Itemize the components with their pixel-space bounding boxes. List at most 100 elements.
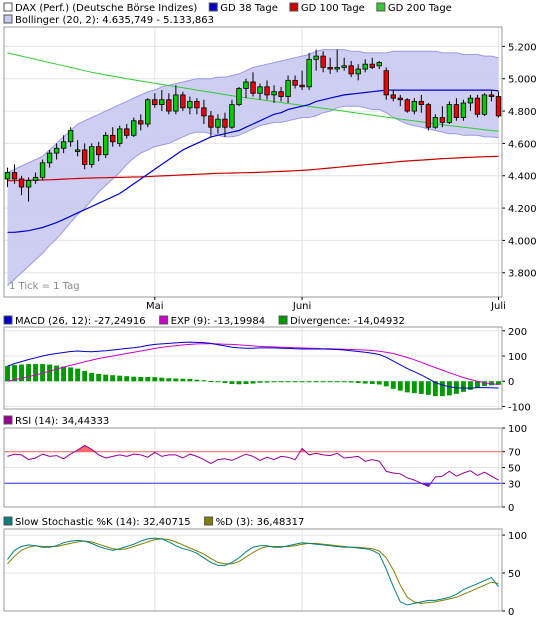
divergence-bar (12, 365, 17, 382)
candle-body (439, 117, 446, 123)
candle-body (278, 91, 284, 97)
divergence-bar (257, 381, 263, 383)
macd-legend-label: Divergence: -14,04932 (290, 316, 405, 327)
divergence-bar (250, 381, 256, 384)
candle-body (67, 130, 74, 143)
candle-body (124, 128, 130, 136)
divergence-bar (138, 376, 144, 382)
tick-note: 1 Tick = 1 Tag (9, 281, 80, 292)
candle-body (145, 99, 151, 125)
candle-body (110, 134, 116, 143)
stoch-legend-label: %D (3): 36,48317 (216, 517, 305, 528)
candle-body (264, 86, 270, 96)
divergence-bar (236, 381, 242, 385)
price-legend-label: GD 200 Tage (388, 3, 452, 14)
candle-body (39, 162, 46, 178)
divergence-bar (68, 367, 74, 382)
candle-body (152, 99, 158, 106)
candle-body (411, 100, 418, 112)
divergence-bar (306, 381, 312, 383)
rsi-ytick-label: 30 (508, 479, 521, 490)
divergence-bar (201, 380, 207, 382)
rsi-overbought-fill (74, 445, 95, 452)
candle-body (313, 55, 319, 60)
divergence-bar (194, 379, 200, 382)
rsi-ytick-label: 70 (508, 448, 521, 459)
divergence-bar (173, 378, 179, 382)
divergence-bar (439, 381, 445, 397)
candle-body (460, 102, 467, 118)
divergence-bar (383, 381, 389, 387)
price-ytick-label: 4.000 (508, 236, 537, 247)
rsi-border (3, 427, 503, 508)
candle-body (215, 118, 221, 128)
candle-body (495, 96, 502, 117)
stoch-legend-label: Slow Stochastic %K (14): 32,40715 (15, 517, 191, 528)
bollinger-upper-line (7, 49, 499, 173)
gd200-line (7, 52, 499, 132)
candle-body (60, 141, 67, 149)
macd-legend-swatch (159, 315, 169, 325)
candle-body (404, 99, 410, 112)
candle-body (355, 68, 361, 75)
price-legend-swatch (3, 2, 13, 12)
price-ytick-label: 5.200 (508, 42, 537, 53)
divergence-bar (278, 381, 284, 383)
candle-body (117, 128, 123, 144)
divergence-bar (222, 381, 228, 384)
divergence-bar (124, 376, 130, 382)
price-ytick-label: 4.400 (508, 172, 537, 183)
candle-body (390, 94, 396, 99)
divergence-bar (334, 381, 340, 383)
divergence-bar (285, 381, 291, 383)
price-xtick-label: Juli (490, 301, 506, 312)
candle-body (320, 55, 326, 68)
macd-legend-swatch (278, 315, 288, 325)
divergence-bar (482, 381, 487, 387)
divergence-bar (489, 381, 494, 386)
divergence-bar (229, 381, 235, 385)
divergence-bar (446, 381, 452, 396)
divergence-bar (320, 381, 326, 383)
divergence-bar (348, 381, 354, 383)
divergence-bar (467, 381, 473, 390)
divergence-bar (145, 376, 151, 382)
candle-body (257, 86, 263, 94)
price-legend-swatch (376, 2, 386, 12)
rsi-line (7, 444, 499, 488)
candle-body (96, 146, 102, 156)
gd38-line (7, 89, 499, 233)
candle-body (327, 67, 333, 70)
divergence-bar (496, 381, 501, 385)
rsi-ytick-label: 50 (508, 464, 521, 475)
divergence-bar (474, 381, 480, 388)
divergence-bar (26, 364, 32, 382)
candle-body (271, 91, 277, 96)
price-ytick-label: 4.600 (508, 139, 537, 150)
divergence-bar (208, 380, 214, 382)
rsi-ytick-label: 0 (508, 503, 514, 514)
divergence-bar (397, 381, 403, 391)
divergence-bar (61, 366, 67, 382)
candle-body (397, 97, 403, 101)
divergence-bar (47, 364, 53, 382)
rsi-ytick-label: 100 (508, 424, 527, 435)
candle-body (53, 147, 60, 154)
candle-body (138, 120, 144, 125)
divergence-bar (33, 364, 39, 382)
candle-body (159, 99, 165, 106)
candle-body (222, 118, 228, 128)
candle-body (418, 100, 425, 106)
candle-body (348, 65, 354, 75)
candle-body (173, 94, 179, 112)
stoch-ytick-label: 0 (508, 607, 514, 618)
price-ytick-label: 3.800 (508, 269, 537, 280)
candle-body (334, 67, 340, 70)
price-ytick-label: 5.000 (508, 75, 537, 86)
candle-body (453, 104, 460, 118)
candle-body (250, 81, 256, 94)
price-legend-swatch (289, 2, 299, 12)
divergence-bar (425, 381, 431, 395)
stoch-legend-swatch (3, 516, 13, 526)
